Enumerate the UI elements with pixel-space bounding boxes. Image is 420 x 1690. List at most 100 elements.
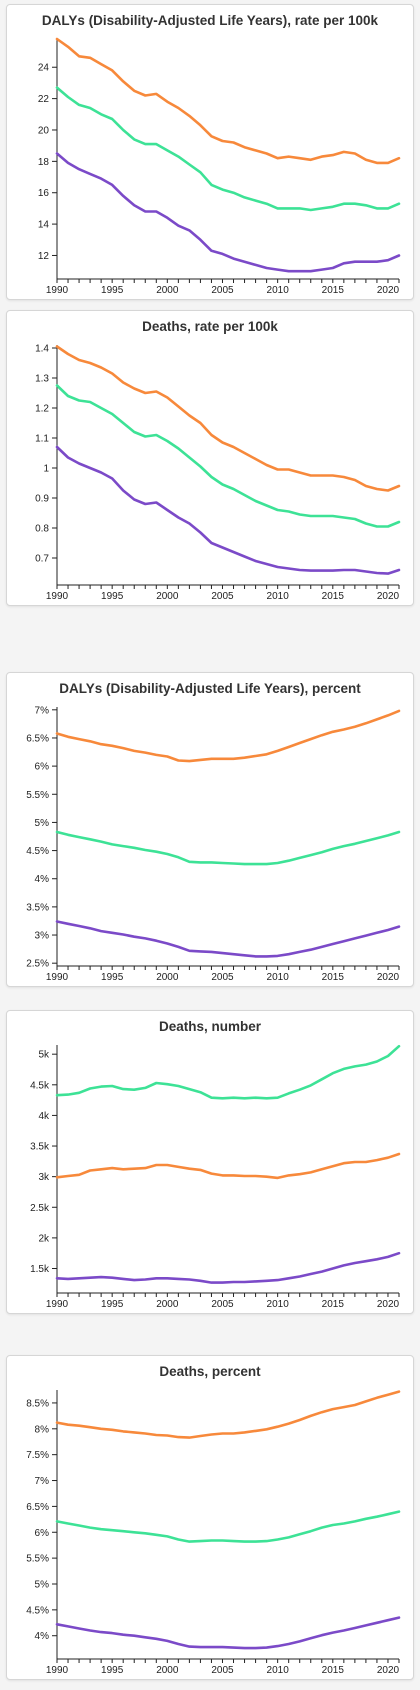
y-tick-label: 2.5% xyxy=(26,959,49,970)
x-tick-label: 2020 xyxy=(377,591,400,602)
x-tick-label: 2005 xyxy=(211,1665,234,1676)
y-tick-label: 4.5% xyxy=(26,1605,49,1616)
y-tick-label: 7.5% xyxy=(26,1450,49,1461)
chart-title: DALYs (Disability-Adjusted Life Years), … xyxy=(59,681,361,696)
chart-title: Deaths, percent xyxy=(159,1364,261,1379)
series-line-purple xyxy=(55,1251,401,1284)
x-tick-label: 2010 xyxy=(267,285,290,296)
x-tick-label: 2000 xyxy=(156,591,179,602)
y-tick-label: 1 xyxy=(43,464,49,475)
y-tick-label: 2k xyxy=(38,1233,50,1244)
x-tick-label: 1990 xyxy=(46,1665,69,1676)
series-line-green xyxy=(55,384,401,528)
series-line-orange xyxy=(55,709,401,763)
y-tick-label: 4k xyxy=(38,1111,50,1122)
chart-title: DALYs (Disability-Adjusted Life Years), … xyxy=(41,13,379,28)
y-tick-label: 0.9 xyxy=(35,494,49,505)
y-tick-label: 0.8 xyxy=(35,524,49,535)
y-tick-label: 22 xyxy=(38,94,50,105)
y-tick-label: 1.1 xyxy=(35,434,49,445)
y-tick-label: 6% xyxy=(35,762,50,773)
y-tick-label: 7% xyxy=(35,1476,50,1487)
y-tick-label: 6% xyxy=(35,1528,50,1539)
y-tick-label: 3% xyxy=(35,931,50,942)
y-tick-label: 8.5% xyxy=(26,1398,49,1409)
x-tick-label: 2015 xyxy=(322,972,345,983)
y-tick-label: 16 xyxy=(38,188,50,199)
y-tick-label: 0.7 xyxy=(35,554,49,565)
x-tick-label: 1990 xyxy=(46,1299,69,1310)
y-tick-label: 12 xyxy=(38,251,50,262)
y-tick-label: 20 xyxy=(38,125,50,136)
x-tick-label: 2005 xyxy=(211,1299,234,1310)
x-tick-label: 2015 xyxy=(322,1665,345,1676)
series-line-green xyxy=(55,1044,401,1100)
x-tick-label: 1990 xyxy=(46,285,69,296)
y-tick-label: 5% xyxy=(35,1579,50,1590)
chart-panel-deaths-rate: Deaths, rate per 100k 0.7 0.8 0.9 1 1.1 1.2 1.… xyxy=(6,310,414,606)
x-tick-label: 2015 xyxy=(322,1299,345,1310)
y-tick-label: 1.5k xyxy=(30,1264,50,1275)
chart-title: Deaths, rate per 100k xyxy=(142,319,278,334)
x-tick-label: 1995 xyxy=(101,1299,124,1310)
y-tick-label: 3.5% xyxy=(26,902,49,913)
x-tick-label: 2005 xyxy=(211,285,234,296)
y-tick-label: 6.5% xyxy=(26,733,49,744)
x-tick-label: 2020 xyxy=(377,285,400,296)
x-tick-label: 1995 xyxy=(101,285,124,296)
x-tick-label: 1995 xyxy=(101,1665,124,1676)
x-tick-label: 2010 xyxy=(267,972,290,983)
chart-deaths-rate: 0.7 0.8 0.9 1 1.1 1.2 1.3 1.4 1990 1995 2000 2005 20… xyxy=(35,344,401,602)
x-tick-label: 2005 xyxy=(211,591,234,602)
series-line-orange xyxy=(55,37,401,165)
chart-dalys-rate: 12 14 16 18 20 22 24 1990 1995 2000 2005 2010 2015 20… xyxy=(38,37,401,296)
x-tick-label: 2020 xyxy=(377,1665,400,1676)
series-line-purple xyxy=(55,445,401,575)
y-tick-label: 2.5k xyxy=(30,1203,50,1214)
series-line-green xyxy=(55,86,401,212)
x-tick-label: 2010 xyxy=(267,1665,290,1676)
y-tick-label: 3.5k xyxy=(30,1142,50,1153)
x-tick-label: 2020 xyxy=(377,972,400,983)
y-tick-label: 3k xyxy=(38,1172,50,1183)
y-tick-label: 1.4 xyxy=(35,344,49,355)
chart-title: Deaths, number xyxy=(158,1019,262,1034)
y-tick-label: 1.2 xyxy=(35,404,49,415)
series-line-orange xyxy=(55,345,401,492)
x-tick-label: 1990 xyxy=(46,972,69,983)
x-tick-label: 1995 xyxy=(101,591,124,602)
x-tick-label: 2000 xyxy=(156,1299,179,1310)
x-tick-label: 1995 xyxy=(101,972,124,983)
series-line-purple xyxy=(55,152,401,273)
y-tick-label: 4.5% xyxy=(26,846,49,857)
chart-deaths-percent: 4% 4.5% 5% 5.5% 6% 6.5% 7% 7.5% 8% 8.5% 1990 1995 20… xyxy=(26,1390,401,1676)
y-tick-label: 4% xyxy=(35,874,50,885)
x-tick-label: 2015 xyxy=(322,285,345,296)
x-tick-label: 2010 xyxy=(267,591,290,602)
y-tick-label: 5.5% xyxy=(26,790,49,801)
y-tick-label: 8% xyxy=(35,1424,50,1435)
y-tick-label: 4% xyxy=(35,1631,50,1642)
y-tick-label: 5k xyxy=(38,1050,50,1061)
y-tick-label: 1.3 xyxy=(35,374,49,385)
x-tick-label: 2000 xyxy=(156,972,179,983)
x-tick-label: 2015 xyxy=(322,591,345,602)
chart-panel-dalys-percent: DALYs (Disability-Adjusted Life Years), … xyxy=(6,672,414,987)
y-tick-label: 14 xyxy=(38,220,50,231)
x-tick-label: 1990 xyxy=(46,591,69,602)
x-tick-label: 2010 xyxy=(267,1299,290,1310)
y-tick-label: 18 xyxy=(38,157,50,168)
y-tick-label: 7% xyxy=(35,705,50,716)
chart-panel-deaths-number: Deaths, number 1.5k 2k 2.5k 3k 3.5k 4k 4.5k 5k 1… xyxy=(6,1010,414,1314)
x-tick-label: 2005 xyxy=(211,972,234,983)
y-tick-label: 5.5% xyxy=(26,1554,49,1565)
chart-dalys-percent: 2.5% 3% 3.5% 4% 4.5% 5% 5.5% 6% 6.5% 7% 1990 1995 20… xyxy=(26,705,401,983)
series-line-green xyxy=(55,830,401,866)
x-tick-label: 2000 xyxy=(156,285,179,296)
chart-deaths-number: 1.5k 2k 2.5k 3k 3.5k 4k 4.5k 5k 1990 1995 2000 2005… xyxy=(30,1044,401,1310)
x-tick-label: 2020 xyxy=(377,1299,400,1310)
y-tick-label: 24 xyxy=(38,63,50,74)
series-line-orange xyxy=(55,1152,401,1180)
chart-panel-deaths-percent: Deaths, percent 4% 4.5% 5% 5.5% 6% 6.5% 7% 7.5%… xyxy=(6,1355,414,1680)
x-tick-label: 2000 xyxy=(156,1665,179,1676)
